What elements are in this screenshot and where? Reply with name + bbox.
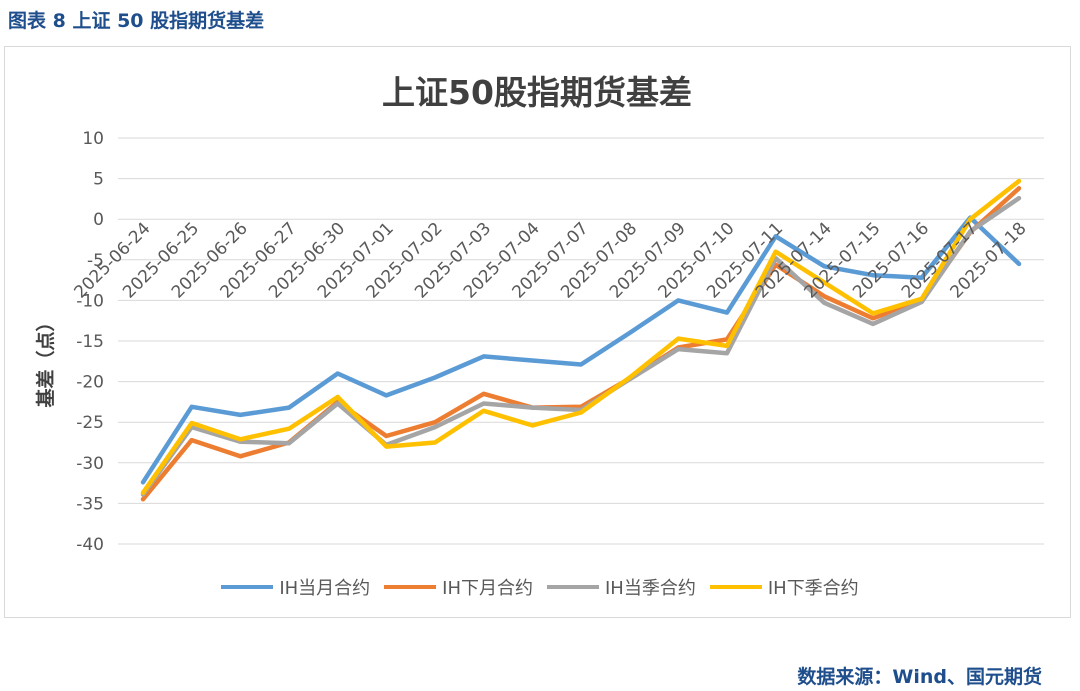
y-tick-labels: 10 5 0 -5 -10 -15 -20 -25 -30 -35 -40 (76, 129, 104, 555)
x-tick-labels: 2025-06-242025-06-252025-06-262025-06-27… (71, 219, 1031, 303)
y-tick-label: -40 (76, 535, 104, 555)
y-axis-label: 基差（点） (34, 312, 57, 408)
series-line-4 (140, 178, 1022, 496)
legend-item-4: IH下季合约 (709, 574, 859, 600)
chart-title: 上证50股指期货基差 (382, 73, 692, 112)
grid-layer (118, 137, 1044, 545)
series-line-1 (140, 215, 1022, 485)
legend-item-1: IH当月合约 (221, 574, 370, 600)
y-tick-label: -5 (87, 251, 104, 271)
legend-swatch (221, 585, 274, 589)
y-tick-label: -30 (76, 454, 104, 474)
y-tick-label: 10 (82, 129, 104, 149)
figure-caption: 图表 8 上证 50 股指期货基差 (8, 10, 265, 32)
y-tick-label: -20 (76, 373, 104, 393)
chart-legend: IH当月合约 IH下月合约 IH当季合约 IH下季合约 (0, 574, 1080, 600)
legend-swatch (709, 585, 762, 589)
legend-item-2: IH下月合约 (384, 574, 533, 600)
y-tick-label: -35 (76, 494, 104, 514)
source-note: 数据来源：Wind、国元期货 (797, 666, 1042, 688)
y-tick-label: -15 (76, 332, 104, 352)
y-tick-label: -25 (76, 413, 104, 433)
legend-item-3: IH当季合约 (547, 574, 696, 600)
y-tick-label: 5 (93, 170, 104, 190)
legend-label: IH当季合约 (605, 578, 696, 599)
legend-swatch (384, 585, 437, 589)
chart-container (4, 46, 1071, 618)
legend-label: IH下季合约 (767, 578, 859, 599)
legend-swatch (547, 585, 599, 589)
series-layer (140, 178, 1022, 502)
legend-label: IH当月合约 (279, 578, 371, 599)
y-tick-label: 0 (93, 210, 104, 230)
legend-label: IH下月合约 (442, 578, 533, 599)
y-tick-label: -10 (76, 291, 104, 311)
